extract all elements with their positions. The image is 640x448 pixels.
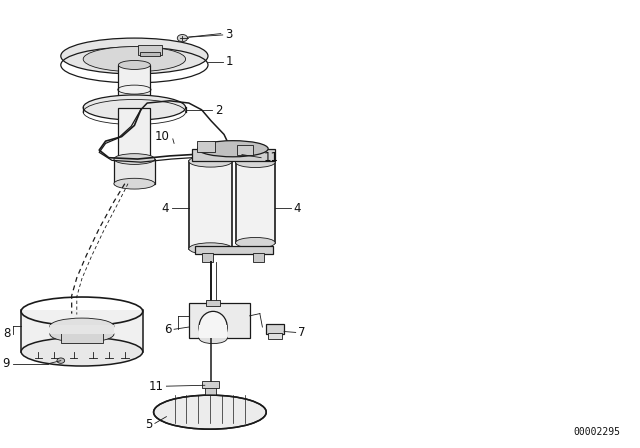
- Bar: [236, 162, 275, 243]
- Ellipse shape: [198, 141, 268, 157]
- Text: 3: 3: [225, 28, 233, 42]
- Text: 00002295: 00002295: [574, 427, 621, 437]
- Bar: [189, 303, 250, 338]
- Text: 7: 7: [298, 326, 306, 339]
- Bar: [202, 381, 219, 388]
- Ellipse shape: [189, 155, 232, 167]
- Bar: [21, 310, 143, 352]
- Bar: [268, 333, 282, 339]
- Ellipse shape: [50, 318, 114, 334]
- Text: 6: 6: [164, 323, 172, 336]
- Text: 10: 10: [155, 130, 170, 143]
- Ellipse shape: [118, 60, 150, 69]
- Bar: [237, 145, 253, 155]
- Circle shape: [57, 358, 65, 363]
- Text: 1: 1: [225, 55, 233, 69]
- Bar: [202, 253, 213, 262]
- Ellipse shape: [236, 157, 275, 168]
- Bar: [192, 149, 275, 161]
- Bar: [206, 300, 220, 306]
- Bar: [199, 325, 227, 338]
- Ellipse shape: [83, 47, 186, 72]
- Ellipse shape: [114, 178, 155, 189]
- Ellipse shape: [118, 157, 150, 165]
- Text: 2: 2: [215, 103, 223, 117]
- Bar: [205, 385, 216, 395]
- Bar: [189, 161, 232, 249]
- Circle shape: [177, 34, 188, 42]
- Text: 4: 4: [161, 202, 169, 215]
- Bar: [138, 45, 162, 55]
- Bar: [61, 332, 103, 343]
- Ellipse shape: [83, 95, 186, 120]
- Text: 8: 8: [3, 327, 10, 340]
- Ellipse shape: [199, 333, 227, 344]
- Text: 11: 11: [149, 379, 164, 393]
- Ellipse shape: [189, 243, 232, 254]
- Bar: [50, 325, 114, 334]
- Text: 5: 5: [145, 418, 152, 431]
- Ellipse shape: [50, 326, 114, 342]
- Ellipse shape: [118, 105, 150, 114]
- Ellipse shape: [21, 337, 143, 366]
- Bar: [140, 52, 160, 56]
- Bar: [253, 253, 264, 262]
- Bar: [118, 65, 150, 110]
- Bar: [195, 246, 273, 254]
- Ellipse shape: [236, 237, 275, 248]
- Text: 4: 4: [293, 202, 301, 215]
- Bar: [118, 108, 150, 161]
- Text: 11: 11: [264, 151, 278, 164]
- Bar: [266, 324, 284, 334]
- Ellipse shape: [154, 395, 266, 429]
- Ellipse shape: [199, 311, 227, 343]
- Bar: [114, 159, 155, 184]
- Bar: [83, 107, 186, 112]
- Text: 9: 9: [3, 357, 10, 370]
- Bar: [197, 141, 215, 152]
- Ellipse shape: [61, 38, 208, 74]
- Ellipse shape: [114, 154, 155, 164]
